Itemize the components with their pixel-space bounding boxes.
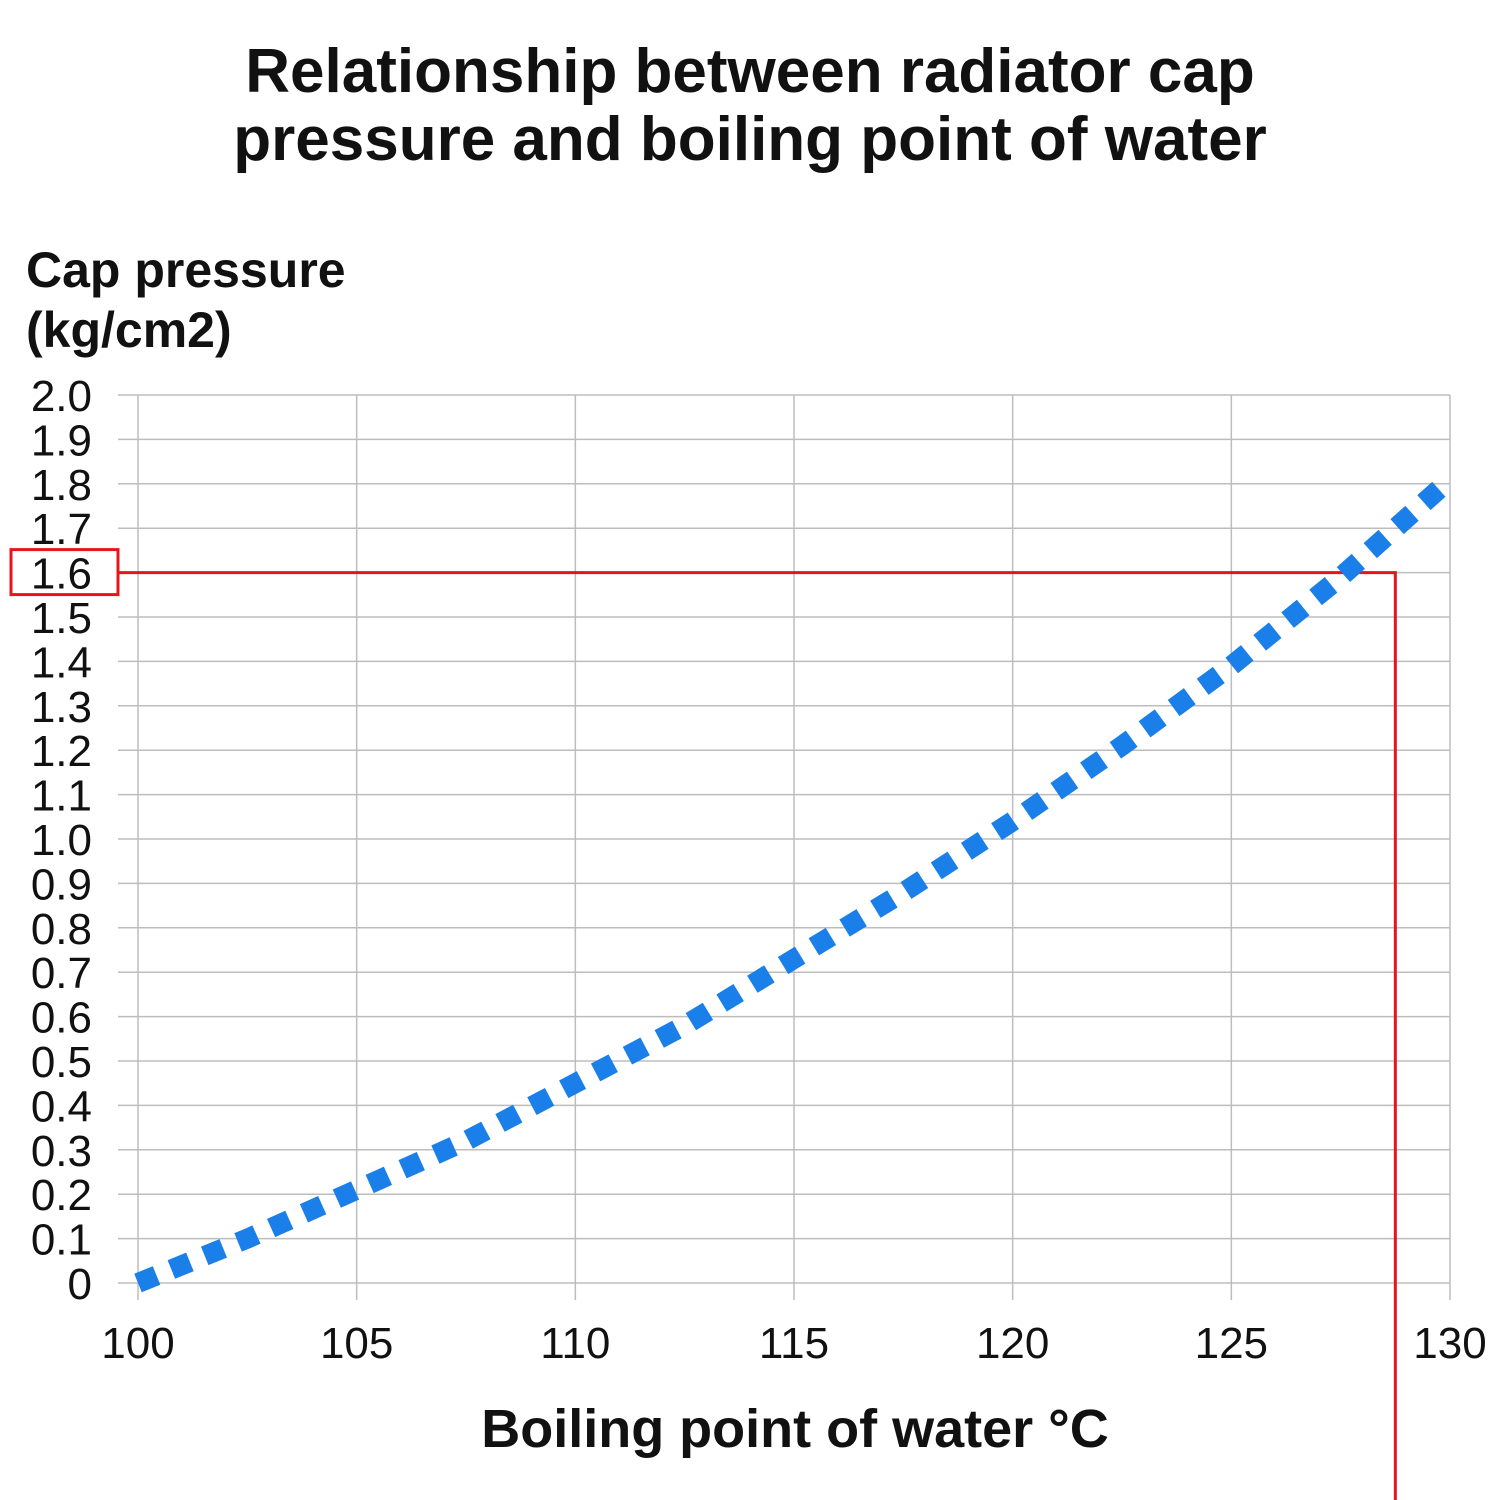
series-line bbox=[134, 471, 1457, 1293]
y-tick-label: 2.0 bbox=[31, 372, 92, 421]
chart-title-line-2: pressure and boiling point of water bbox=[233, 105, 1267, 174]
x-tick-label: 120 bbox=[976, 1319, 1049, 1368]
y-tick-label: 0.3 bbox=[31, 1127, 92, 1176]
annotation-box bbox=[9, 548, 120, 597]
y-tick-label: 1.8 bbox=[31, 461, 92, 510]
y-tick-label: 0.5 bbox=[31, 1038, 92, 1087]
y-tick-label: 0 bbox=[68, 1260, 92, 1309]
y-tick-label: 0.1 bbox=[31, 1216, 92, 1265]
x-tick-label: 105 bbox=[320, 1319, 393, 1368]
y-axis-label: Cap pressure (kg/cm2) bbox=[26, 240, 346, 360]
y-tick-label: 0.6 bbox=[31, 994, 92, 1043]
y-tick-label: 0.4 bbox=[31, 1082, 92, 1131]
y-tick-label: 1.1 bbox=[31, 772, 92, 821]
x-tick-label: 130 bbox=[1413, 1319, 1486, 1368]
x-tick-label: 100 bbox=[101, 1319, 174, 1368]
x-tick-label: 125 bbox=[1195, 1319, 1268, 1368]
x-tick-label: 110 bbox=[540, 1319, 610, 1368]
y-tick-label: 0.7 bbox=[31, 949, 92, 998]
y-tick-label: 1.5 bbox=[31, 594, 92, 643]
annotation-line bbox=[118, 571, 1397, 1500]
y-axis-label-line-1: Cap pressure bbox=[26, 242, 346, 298]
chart-title-line-1: Relationship between radiator cap bbox=[245, 37, 1255, 106]
y-tick-label: 0.9 bbox=[31, 860, 92, 909]
y-tick-label: 1.6 bbox=[31, 550, 92, 599]
x-axis-label: Boiling point of water °C bbox=[481, 1399, 1109, 1459]
x-tick-label: 115 bbox=[759, 1319, 829, 1368]
y-tick-label: 1.0 bbox=[31, 816, 92, 865]
y-tick-label: 1.3 bbox=[31, 683, 92, 732]
y-tick-label: 1.9 bbox=[31, 416, 92, 465]
y-tick-label: 0.8 bbox=[31, 905, 92, 954]
y-tick-label: 1.2 bbox=[31, 727, 92, 776]
y-tick-label: 0.2 bbox=[31, 1171, 92, 1220]
y-tick-label: 1.7 bbox=[31, 505, 92, 554]
y-tick-label: 1.4 bbox=[31, 638, 92, 687]
y-axis-label-line-2: (kg/cm2) bbox=[26, 302, 232, 358]
chart-title: Relationship between radiator cap pressu… bbox=[0, 38, 1500, 174]
